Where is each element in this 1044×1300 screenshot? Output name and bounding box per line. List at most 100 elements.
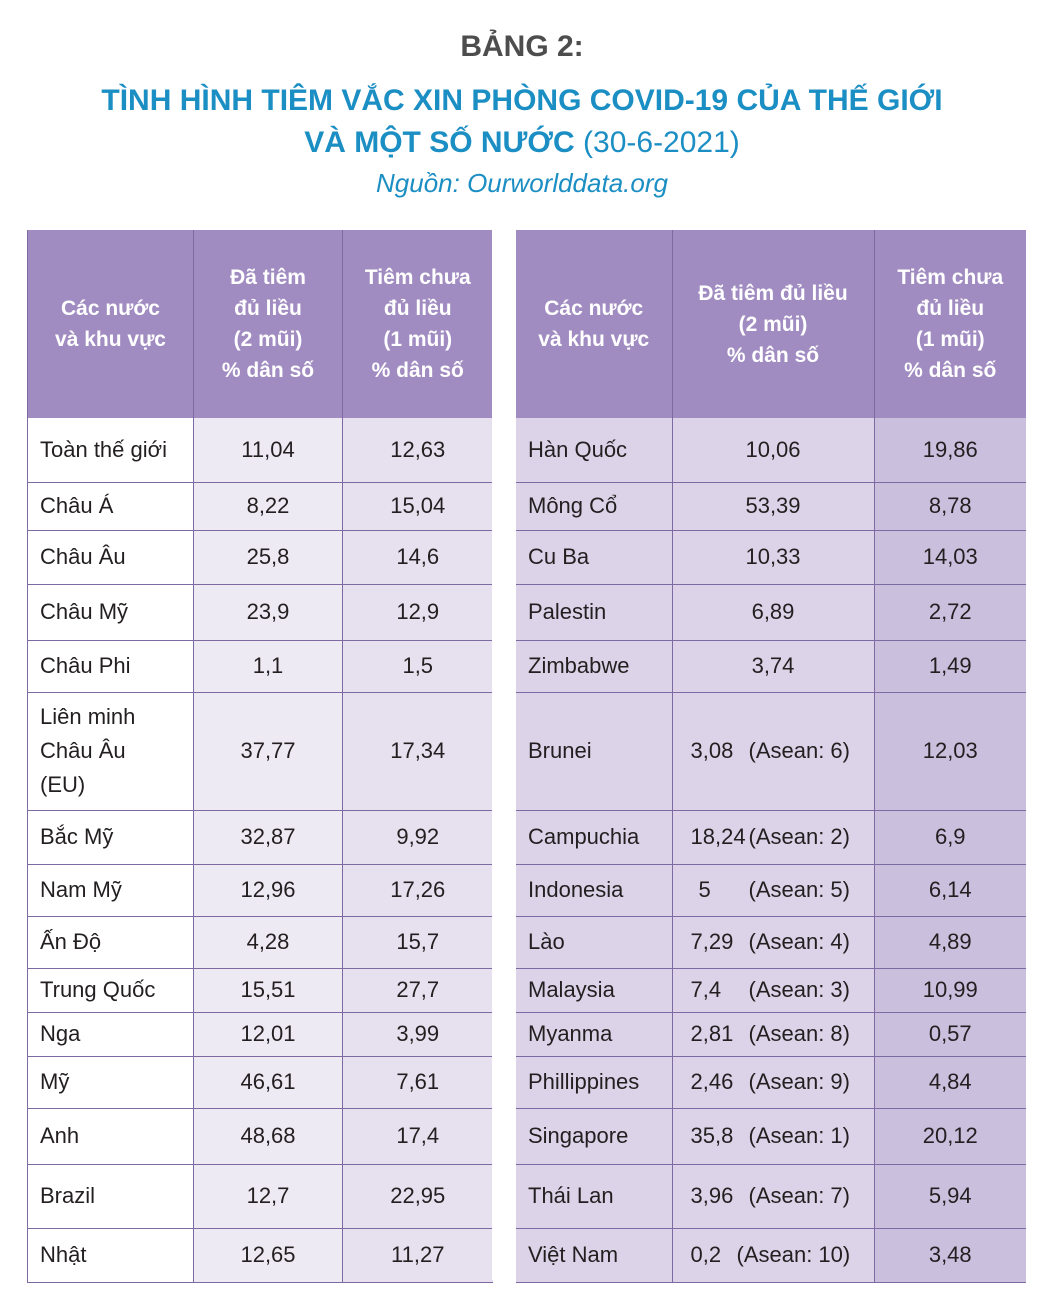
region-name: Anh [27,1107,194,1164]
full-dose-cell: 2,46 (Asean: 9) [672,1055,875,1108]
table-row: Bắc Mỹ 32,87 9,92 [27,809,493,864]
table-row: Toàn thế giới 11,04 12,63 [27,418,493,482]
partial-dose-value: 11,27 [342,1227,493,1282]
table-gap [492,230,516,1280]
partial-dose-value: 22,95 [342,1163,493,1228]
full-dose-value: 6,89 [672,583,875,640]
header-line: Các nước [60,297,160,320]
region-name: Trung Quốc [27,967,194,1012]
table-row: Nhật 12,65 11,27 [27,1227,493,1282]
partial-dose-value: 14,03 [874,529,1026,584]
full-dose-value: 5 [698,877,711,902]
partial-dose-value: 12,03 [874,691,1026,810]
partial-dose-value: 17,26 [342,863,493,916]
region-name: Liên minh Châu Âu (EU) [27,691,194,810]
full-dose-value: 2,46 [690,1069,734,1094]
full-dose-value: 3,08 [690,738,734,763]
header-line: đủ liều [916,297,985,320]
header-line: và khu vực [55,328,166,351]
table-row: Châu Á 8,22 15,04 [27,481,493,530]
country-name: Myanma [516,1011,673,1056]
partial-dose-value: 4,84 [874,1055,1026,1108]
full-dose-cell: 5 (Asean: 5) [672,863,875,916]
full-dose-value: 12,96 [193,863,343,916]
country-name: Palestin [516,583,673,640]
header-partial-dose: Tiêm chưa đủ liều (1 mũi) % dân số [874,230,1026,418]
partial-dose-value: 4,89 [874,915,1026,968]
country-name: Indonesia [516,863,673,916]
table-title-text: VÀ MỘT SỐ NƯỚC [304,126,575,159]
asean-rank: (Asean: 1) [748,1123,851,1148]
full-dose-value: 4,28 [193,915,343,968]
partial-dose-value: 7,61 [342,1055,493,1108]
full-dose-value: 3,74 [672,639,875,692]
partial-dose-value: 19,86 [874,418,1026,482]
table-row: Việt Nam 0,2 (Asean: 10) 3,48 [516,1227,1026,1282]
country-name: Cu Ba [516,529,673,584]
table-row: Mông Cổ 53,39 8,78 [516,481,1026,530]
header-line: đủ liều [383,297,452,320]
full-dose-value: 10,06 [672,418,875,482]
country-name: Brunei [516,691,673,810]
header-line: (1 mũi) [383,328,453,351]
asean-rank: (Asean: 5) [748,877,851,902]
country-name: Phillippines [516,1055,673,1108]
table-row: Indonesia 5 (Asean: 5) 6,14 [516,863,1026,916]
country-name: Mông Cổ [516,481,673,530]
country-name: Malaysia [516,967,673,1012]
asean-rank: (Asean: 6) [748,738,851,763]
partial-dose-value: 6,9 [874,809,1026,864]
region-name-line: Châu Âu [40,738,126,763]
asean-rank: (Asean: 3) [748,977,851,1002]
full-dose-cell: 7,4 (Asean: 3) [672,967,875,1012]
source-note: Nguồn: Ourworlddata.org [376,168,668,198]
partial-dose-value: 5,94 [874,1163,1026,1228]
country-name: Campuchia [516,809,673,864]
full-dose-value: 37,77 [193,691,343,810]
partial-dose-value: 27,7 [342,967,493,1012]
table-row: Singapore 35,8 (Asean: 1) 20,12 [516,1107,1026,1164]
header-line: Các nước [544,297,644,320]
full-dose-value: 8,22 [193,481,343,530]
full-dose-value: 12,65 [193,1227,343,1282]
partial-dose-value: 17,4 [342,1107,493,1164]
table-row: Palestin 6,89 2,72 [516,583,1026,640]
header-line: (2 mũi) [738,312,808,336]
table-row: Nga 12,01 3,99 [27,1011,493,1056]
region-name: Châu Phi [27,639,194,692]
country-name: Thái Lan [516,1163,673,1228]
region-name: Châu Âu [27,529,194,584]
left-table: Các nước và khu vực Đã tiêm đủ liều (2 m… [27,230,493,1283]
partial-dose-value: 2,72 [874,583,1026,640]
asean-rank: (Asean: 8) [748,1021,851,1046]
table-row: Malaysia 7,4 (Asean: 3) 10,99 [516,967,1026,1012]
full-dose-cell: 18,24 (Asean: 2) [672,809,875,864]
full-dose-value: 11,04 [193,418,343,482]
region-name: Mỹ [27,1055,194,1108]
table-row: Trung Quốc 15,51 27,7 [27,967,493,1012]
full-dose-value: 1,1 [193,639,343,692]
table-row: Liên minh Châu Âu (EU) 37,77 17,34 [27,691,493,810]
full-dose-value: 35,8 [690,1123,734,1148]
table-row: Cu Ba 10,33 14,03 [516,529,1026,584]
partial-dose-value: 3,48 [874,1227,1026,1282]
country-name: Lào [516,915,673,968]
table-title-line1: TÌNH HÌNH TIÊM VẮC XIN PHÒNG COVID-19 CỦ… [101,84,943,117]
table-row: Châu Phi 1,1 1,5 [27,639,493,692]
asean-rank: (Asean: 2) [748,824,851,849]
header-line: % dân số [904,359,997,382]
region-name: Nga [27,1011,194,1056]
header-line: % dân số [726,343,820,367]
full-dose-cell: 7,29 (Asean: 4) [672,915,875,968]
header-line: đủ liều [234,297,302,320]
table-row: Zimbabwe 3,74 1,49 [516,639,1026,692]
full-dose-value: 15,51 [193,967,343,1012]
asean-rank: (Asean: 10) [736,1242,851,1267]
full-dose-cell: 35,8 (Asean: 1) [672,1107,875,1164]
full-dose-cell: 3,08 (Asean: 6) [672,691,875,810]
table-row: Ấn Độ 4,28 15,7 [27,915,493,968]
full-dose-value: 10,33 [672,529,875,584]
header-line: Đã tiêm đủ liều [698,281,848,305]
partial-dose-value: 17,34 [342,691,493,810]
header-full-dose: Đã tiêm đủ liều (2 mũi) % dân số [193,230,343,418]
